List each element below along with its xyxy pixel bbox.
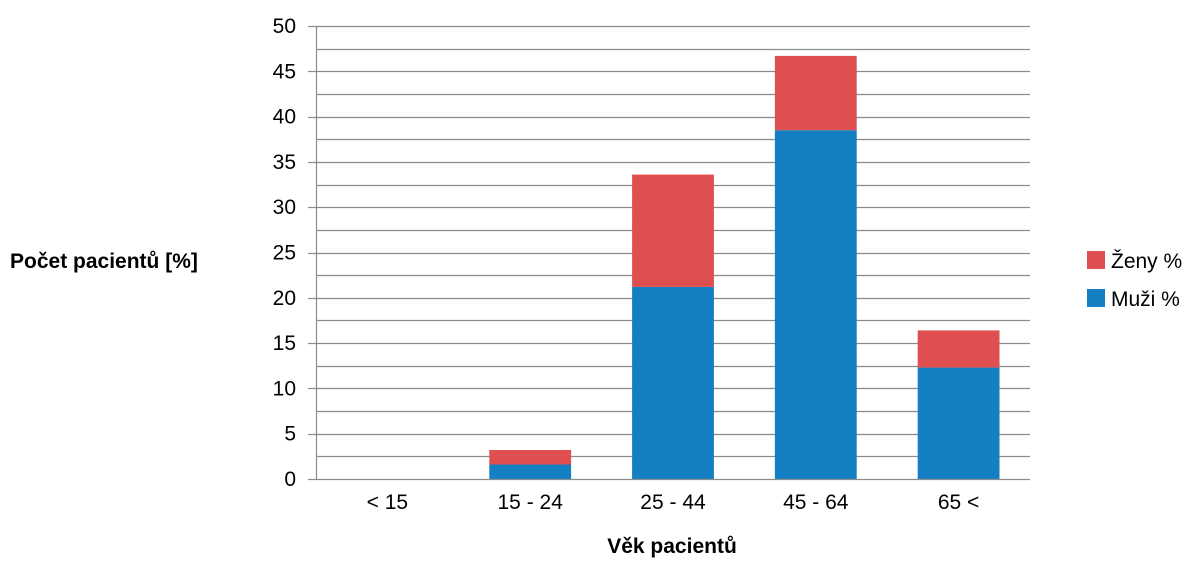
y-tick-label: 45 — [273, 60, 296, 83]
bar-segment — [632, 286, 714, 479]
legend-label: Muži % — [1111, 288, 1180, 311]
y-tick-labels: 0 5 10 15 20 25 30 35 40 45 50 — [273, 15, 296, 491]
y-tick-label: 0 — [284, 468, 296, 491]
y-axis-title: Počet pacientů [%] — [10, 250, 198, 273]
x-tick-label: 45 - 64 — [783, 491, 849, 514]
legend-swatch — [1087, 289, 1105, 307]
bar-segment — [489, 450, 572, 465]
y-tick-label: 20 — [273, 287, 296, 310]
x-axis-title: Věk pacientů — [607, 535, 737, 558]
bar-segment — [774, 130, 857, 479]
y-tick-label: 30 — [273, 196, 296, 219]
bar-segment — [489, 464, 572, 479]
bars — [489, 55, 1000, 479]
bar-segment — [774, 55, 857, 131]
bar-segment — [917, 367, 1000, 479]
y-tick-label: 5 — [284, 423, 296, 446]
y-tick-label: 15 — [273, 332, 296, 355]
y-tick-label: 10 — [273, 377, 296, 400]
x-tick-label: 25 - 44 — [640, 491, 706, 514]
legend-swatch — [1087, 251, 1105, 269]
y-tick-label: 25 — [273, 242, 296, 265]
x-tick-label: < 15 — [367, 491, 408, 514]
y-tick-label: 50 — [273, 15, 296, 38]
legend: Ženy % Muži % — [1087, 250, 1182, 311]
y-tick-label: 40 — [273, 106, 296, 129]
bar-segment — [632, 174, 714, 287]
axes — [308, 25, 1030, 481]
x-tick-labels: < 15 15 - 24 25 - 44 45 - 64 65 < — [367, 491, 980, 514]
y-tick-label: 35 — [273, 151, 296, 174]
bar-segment — [917, 330, 1000, 368]
x-tick-label: 65 < — [938, 491, 979, 514]
legend-label: Ženy % — [1111, 250, 1182, 273]
x-tick-label: 15 - 24 — [498, 491, 564, 514]
